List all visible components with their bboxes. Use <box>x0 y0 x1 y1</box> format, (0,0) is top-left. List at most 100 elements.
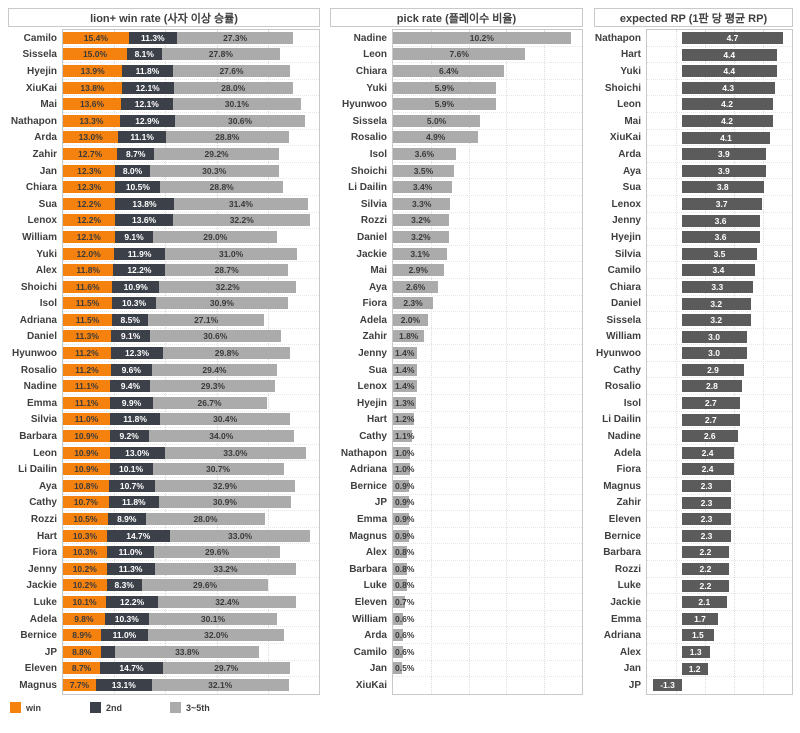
character-name-label: Li Dailin <box>348 182 387 194</box>
character-name-label: Barbara <box>19 431 57 443</box>
segment-value-label: 10.5% <box>73 514 98 525</box>
expected-rp-row: 4.1 <box>647 130 792 147</box>
pick-rate-bar: 5.9% <box>393 98 496 111</box>
expected-rp-row: 3.2 <box>647 296 792 313</box>
bar-value-label: 3.1% <box>410 248 430 259</box>
character-name-label: Li Dailin <box>602 414 641 426</box>
win-rate-row: 15.4% 11.3% 27.3% <box>63 30 319 47</box>
character-name-label: Nathapon <box>10 115 57 127</box>
character-name-label: Camilo <box>607 265 641 277</box>
expected-rp-row: 2.1 <box>647 594 792 611</box>
expected-rp-bar: 2.4 <box>681 463 734 476</box>
character-name-label: Bernice <box>20 630 57 642</box>
pick-rate-bar <box>393 430 413 443</box>
second-segment: 14.7% <box>106 529 170 542</box>
stacked-bar: 12.7% 8.7% 29.2% <box>63 147 319 160</box>
character-name-label: Shoichi <box>604 82 641 94</box>
expected-rp-names-column: Nathapon Hart Yuki Shoichi Leon Mai XiuKai Arda… <box>594 29 646 694</box>
rest-segment: 27.1% <box>148 313 264 326</box>
win-segment: 13.6% <box>63 98 122 111</box>
pick-rate-bar <box>393 347 418 360</box>
segment-value-label: 11.8% <box>135 65 160 76</box>
character-name-label: Yuki <box>366 82 387 94</box>
character-name-label: Jan <box>623 663 641 675</box>
character-name-label: Isol <box>369 148 387 160</box>
win-rate-row: 12.1% 9.1% 29.0% <box>63 229 319 246</box>
bar-value-label: 2.3 <box>700 497 713 508</box>
bar-value-label: 5.9% <box>434 99 455 110</box>
pick-rate-row: 0.8% <box>393 561 582 578</box>
segment-value-label: 12.7% <box>78 148 103 159</box>
character-name-label: Leon <box>363 49 387 61</box>
segment-value-label: 8.8% <box>72 646 92 657</box>
bar-value-label: 0.8% <box>395 547 415 558</box>
character-name-label: Arda <box>364 630 387 642</box>
pick-rate-bar: 3.4% <box>393 181 453 194</box>
second-segment: 8.7% <box>117 147 155 160</box>
character-name-label: Rosalio <box>20 364 57 376</box>
character-name-label: Hart <box>620 49 641 61</box>
segment-value-label: 11.5% <box>75 298 100 309</box>
stacked-bar: 12.2% 13.8% 31.4% <box>63 197 319 210</box>
pick-rate-bar: 6.4% <box>393 64 505 77</box>
segment-value-label: 27.6% <box>219 65 244 76</box>
segment-value-label: 31.4% <box>228 198 253 209</box>
segment-value-label: 10.1% <box>72 596 97 607</box>
segment-value-label: 15.4% <box>83 32 108 43</box>
character-name-label: JP <box>628 679 641 691</box>
second-segment: 11.0% <box>106 546 154 559</box>
pick-rate-row: 0.5% <box>393 661 582 678</box>
bar-value-label: 0.6% <box>395 613 415 624</box>
win-segment: 13.3% <box>63 114 120 127</box>
segment-value-label: 11.1% <box>130 132 154 143</box>
segment-value-label: 12.3% <box>77 165 102 176</box>
expected-rp-bar: 2.9 <box>681 363 745 376</box>
plot-gridline <box>506 30 508 694</box>
bar-value-label: 2.3 <box>700 514 713 525</box>
pick-rate-row: 0.9% <box>393 478 582 495</box>
legend-label-2nd: 2nd <box>106 702 123 713</box>
character-name-label: Mai <box>624 115 641 127</box>
win-rate-title-text: lion+ win rate (사자 이상 승률) <box>90 12 238 25</box>
pick-rate-row: 0.8% <box>393 544 582 561</box>
segment-value-label: 32.9% <box>212 480 237 491</box>
pick-rate-bar: 2.9% <box>393 264 444 277</box>
pick-rate-plot-area: 10.2% 7.6% 6.4% 5.9% 5.9% 5.0% 4.9% 3.6% 3.5% 3.4… <box>392 29 583 695</box>
bar-value-label: 7.6% <box>449 49 469 60</box>
win-segment: 12.7% <box>63 147 118 160</box>
win-rate-row: 10.2% 11.3% 33.2% <box>63 561 319 578</box>
character-name-label: Jackie <box>26 580 57 592</box>
segment-value-label: 10.3% <box>114 613 139 624</box>
win-segment: 8.9% <box>63 629 101 642</box>
character-name-label: Aya <box>39 480 57 492</box>
segment-value-label: 29.8% <box>214 348 239 359</box>
pick-rate-bar <box>393 612 404 625</box>
win-segment: 10.7% <box>63 496 109 509</box>
win-segment: 10.2% <box>63 579 107 592</box>
segment-value-label: 12.3% <box>77 182 102 193</box>
character-name-label: Chiara <box>25 182 57 194</box>
segment-value-label: 29.4% <box>202 364 227 375</box>
pick-rate-title-text: pick rate (플레이수 비율) <box>396 12 517 25</box>
bar-value-label: 3.4 <box>712 265 725 276</box>
segment-value-label: 10.9% <box>74 464 99 475</box>
pick-rate-row: 3.2% <box>393 213 582 230</box>
segment-value-label: 9.9% <box>121 397 142 408</box>
plot-gridline <box>763 30 764 694</box>
expected-rp-bar: 3.2 <box>681 297 751 310</box>
segment-value-label: 30.4% <box>213 414 238 425</box>
expected-rp-row: 2.9 <box>647 362 792 379</box>
plot-gridline <box>430 30 432 694</box>
stacked-bar: 12.3% 8.0% 30.3% <box>63 164 319 177</box>
win-rate-row: 12.2% 13.6% 32.2% <box>63 213 319 230</box>
bar-value-label: 1.4% <box>395 364 415 375</box>
rest-segment: 33.8% <box>115 645 260 658</box>
expected-rp-row: 3.6 <box>647 213 792 230</box>
expected-rp-plot-area: 4.7 4.4 4.4 4.3 4.2 4.2 4.1 3.9 3.9 3.8 3.7 3.6 3.6 3… <box>646 29 793 695</box>
rest-segment: 28.7% <box>165 264 288 277</box>
stacked-bar: 10.2% 8.3% 29.6% <box>63 579 319 592</box>
stacked-bar: 10.9% 9.2% 34.0% <box>63 430 319 443</box>
character-name-label: Lenox <box>27 215 57 227</box>
pick-rate-chart: pick rate (플레이수 비율) Nadine Leon Chiara Yuki… <box>330 8 583 695</box>
segment-value-label: 11.5% <box>75 314 100 325</box>
